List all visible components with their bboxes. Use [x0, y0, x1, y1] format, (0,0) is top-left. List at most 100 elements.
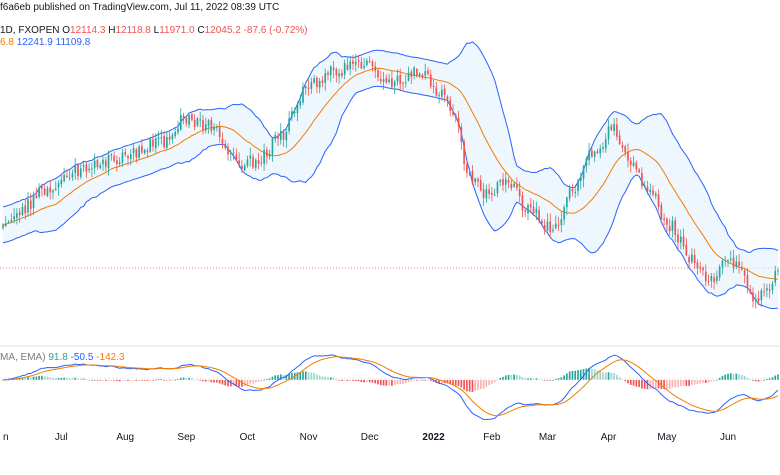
macd-histogram-bar	[343, 379, 346, 381]
candle-body	[268, 153, 271, 157]
candle-body	[182, 115, 185, 118]
candle-body	[471, 170, 474, 184]
macd-histogram-bar	[77, 378, 79, 380]
macd-histogram-bar	[124, 379, 127, 381]
macd-histogram-bar	[577, 370, 579, 380]
macd-histogram-bar	[85, 379, 88, 381]
macd-histogram-bar	[604, 372, 607, 380]
macd-histogram-bar	[529, 378, 532, 380]
candle-body	[346, 64, 349, 70]
macd-histogram-bar	[538, 379, 540, 380]
candle-body	[10, 219, 13, 222]
macd-histogram-bar	[329, 377, 332, 380]
macd-histogram-bar	[404, 379, 407, 384]
candle-body	[185, 117, 188, 124]
candle-body	[85, 164, 88, 172]
candle-body	[491, 192, 493, 195]
macd-histogram-bar	[71, 378, 74, 380]
macd-histogram-bar	[721, 375, 724, 380]
candle-body	[652, 190, 654, 195]
candle-body	[329, 66, 332, 76]
candle-body	[82, 165, 85, 167]
candle-body	[402, 82, 404, 84]
candle-body	[254, 159, 257, 168]
candle-body	[654, 193, 657, 196]
macd-histogram-bar	[302, 371, 304, 380]
macd-histogram-bar	[588, 367, 590, 380]
candle-body	[166, 137, 168, 148]
change-value: -87.6 (-0.72%)	[243, 25, 308, 36]
macd-histogram-bar	[727, 373, 729, 380]
candle-body	[535, 208, 538, 214]
macd-histogram-bar	[541, 379, 543, 381]
candle-body	[91, 168, 93, 170]
candle-body	[146, 150, 149, 153]
signal-line	[3, 356, 779, 417]
macd-histogram-bar	[193, 379, 196, 381]
candle-body	[74, 165, 77, 173]
x-tick-label: Apr	[601, 432, 617, 443]
candle-body	[282, 132, 285, 140]
candle-body	[760, 290, 763, 301]
open-label: O	[62, 25, 71, 36]
candle-body	[643, 185, 646, 187]
macd-histogram-bar	[452, 379, 454, 386]
macd-histogram-bar	[246, 379, 249, 385]
candle-body	[277, 136, 279, 139]
candle-body	[704, 271, 707, 282]
macd-histogram-bar	[18, 378, 21, 380]
macd-histogram-bar	[504, 375, 507, 380]
macd-histogram-bar	[702, 379, 704, 383]
candlesticks	[2, 53, 779, 309]
candle-body	[496, 182, 499, 194]
bb-lower-value: 11109.8	[55, 37, 91, 48]
macd-histogram-bar	[32, 376, 35, 380]
candle-body	[754, 298, 757, 302]
macd-histogram-bar	[549, 379, 552, 381]
macd-label: MA, EMA)	[0, 352, 46, 363]
macd-histogram-bar	[485, 379, 488, 387]
macd-histogram-bar	[643, 379, 646, 389]
macd-histogram-bar	[260, 379, 263, 382]
candle-body	[291, 111, 293, 117]
candle-body	[302, 86, 304, 103]
macd-histogram-bar	[227, 379, 229, 387]
macd-histogram-bar	[146, 379, 149, 381]
macd-histogram-bar	[118, 379, 121, 382]
candle-body	[454, 115, 457, 118]
macd-histogram-bar	[438, 379, 440, 384]
candle-body	[463, 141, 465, 164]
candle-body	[27, 198, 29, 213]
candle-body	[152, 139, 154, 147]
candle-body	[168, 136, 171, 140]
macd-histogram-bar	[688, 379, 690, 387]
macd-histogram-bar	[121, 379, 124, 381]
macd-histogram-bar	[402, 379, 404, 384]
candle-body	[129, 154, 132, 159]
macd-histogram-bar	[46, 376, 49, 380]
candle-body	[374, 66, 377, 71]
candle-body	[774, 271, 777, 283]
candle-body	[377, 70, 379, 78]
candle-body	[413, 67, 415, 76]
ohlc-legend: 1D, FXOPEN O12114.3 H12118.8 L11971.0 C1…	[0, 25, 307, 36]
macd-histogram-bar	[677, 379, 679, 388]
candle-body	[466, 164, 468, 173]
candle-body	[229, 152, 232, 154]
macd-histogram-bar	[204, 379, 207, 382]
candle-body	[393, 81, 396, 87]
macd-histogram-bar	[21, 377, 24, 380]
macd-histogram-bar	[360, 379, 363, 383]
x-tick-label: Feb	[483, 432, 501, 443]
macd-histogram-bar	[474, 379, 477, 391]
macd-histogram-bar	[638, 379, 640, 388]
macd-histogram-bar	[566, 373, 568, 380]
candle-body	[638, 169, 640, 173]
macd-histogram-bar	[579, 369, 582, 380]
macd-histogram-bar	[652, 379, 654, 389]
macd-histogram-bar	[324, 376, 327, 380]
candle-body	[141, 145, 143, 153]
candle-body	[313, 78, 315, 83]
candle-body	[538, 210, 540, 221]
candle-body	[588, 150, 590, 161]
